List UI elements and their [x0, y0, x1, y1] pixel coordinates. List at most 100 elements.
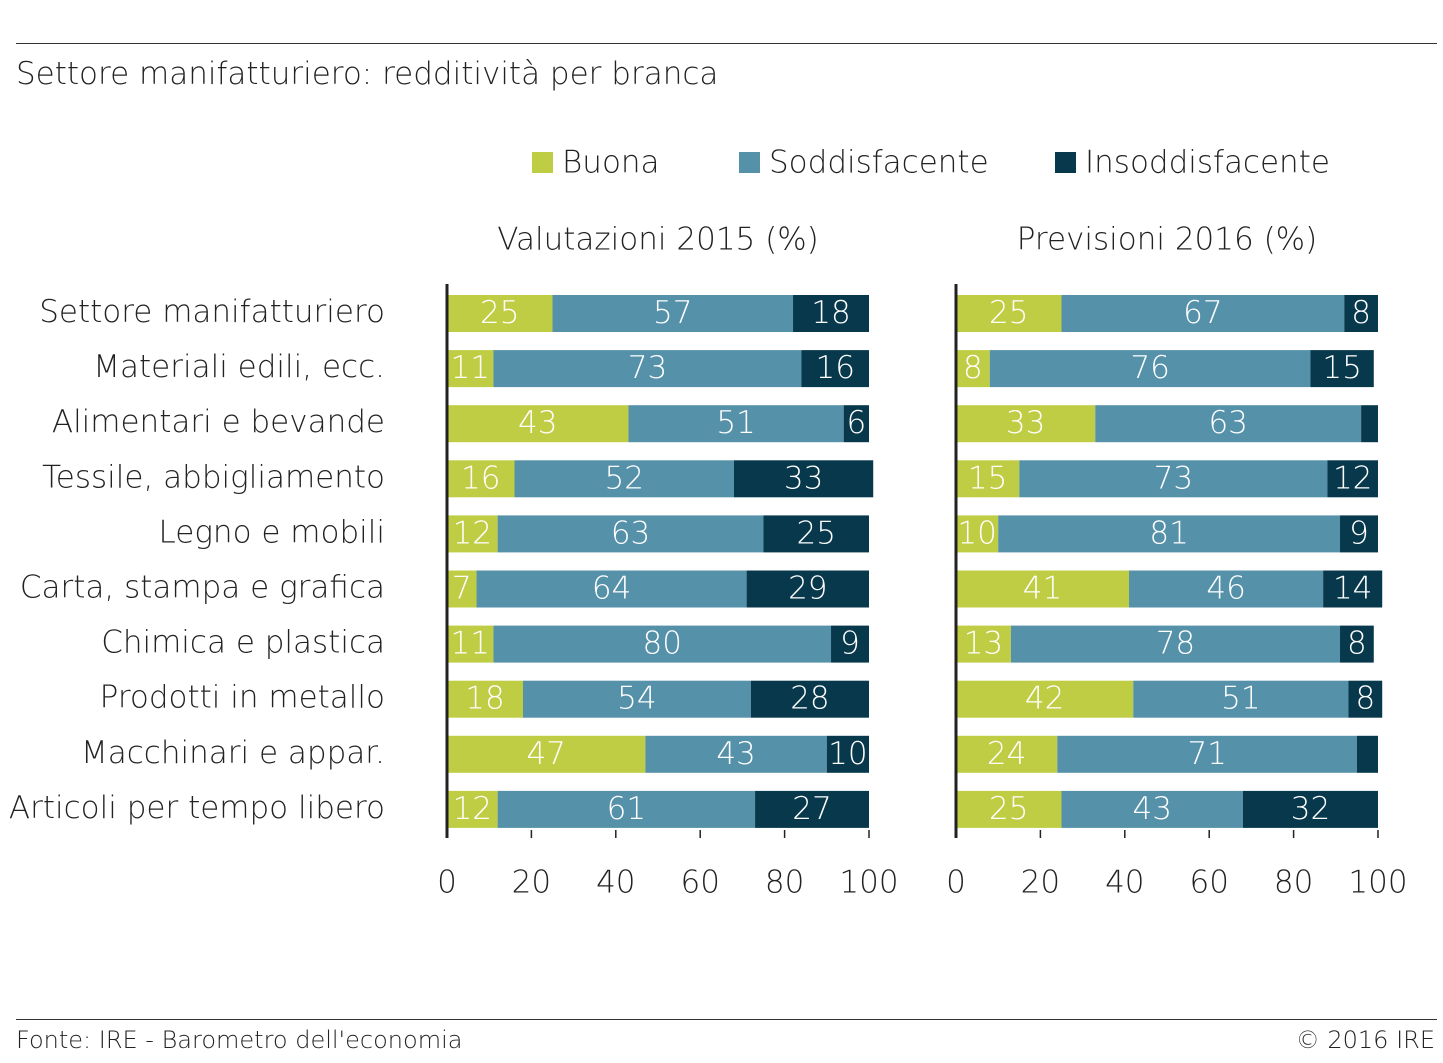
data-label-insoddisfacente: 14 [1333, 571, 1372, 607]
bar-insoddisfacente [733, 460, 874, 498]
bar-buona [447, 295, 553, 332]
data-label-insoddisfacente: 12 [1333, 460, 1372, 496]
bar-insoddisfacente [1344, 295, 1378, 332]
data-label-soddisfacente: 67 [1183, 295, 1222, 331]
bar-insoddisfacente [1340, 625, 1374, 663]
data-label-soddisfacente: 46 [1206, 571, 1245, 607]
legend-swatch-insoddisfacente [1055, 152, 1076, 173]
data-label-buona: 11 [450, 626, 489, 662]
panel-title: Valutazioni 2015 (%) [497, 222, 819, 258]
bar-soddisfacente [1010, 625, 1341, 663]
category-label: Macchinari e appar. [81, 735, 385, 771]
category-label: Legno e mobili [159, 514, 385, 550]
data-label-soddisfacente: 73 [1154, 460, 1193, 496]
top-rule [16, 43, 1437, 44]
bar-insoddisfacente [763, 515, 869, 553]
bar-buona [447, 790, 498, 828]
chart-title: Settore manifatturiero: redditività per … [16, 56, 719, 92]
bar-buona [956, 295, 1062, 332]
source-note: Fonte: IRE - Barometro dell'economia [16, 1026, 463, 1054]
data-label-soddisfacente: 61 [607, 791, 646, 827]
bar-buona [447, 350, 494, 388]
category-label: Materiali edili, ecc. [93, 349, 385, 385]
bar-soddisfacente [497, 790, 756, 828]
bar-buona [956, 460, 1020, 498]
tick-label: 100 [1348, 865, 1407, 901]
data-label-insoddisfacente: 15 [1322, 350, 1361, 386]
category-label: Articoli per tempo libero [9, 790, 385, 826]
legend-swatch-buona [532, 152, 553, 173]
data-label-insoddisfacente: 6 [846, 405, 866, 441]
data-label-insoddisfacente: 8 [1347, 626, 1367, 662]
bar-insoddisfacente [750, 680, 869, 718]
bar-soddisfacente [497, 515, 764, 553]
data-label-buona: 33 [1006, 405, 1045, 441]
panel-title: Previsioni 2016 (%) [1017, 222, 1317, 258]
bar-buona [447, 570, 477, 608]
legend-label-buona: Buona [562, 145, 660, 181]
data-label-soddisfacente: 78 [1156, 626, 1195, 662]
data-label-insoddisfacente: 8 [1355, 681, 1375, 717]
tick-label: 0 [437, 865, 457, 901]
data-label-buona: 18 [465, 681, 504, 717]
tick-label: 20 [1021, 865, 1060, 901]
category-label: Prodotti in metallo [100, 680, 385, 716]
data-label-soddisfacente: 64 [592, 571, 631, 607]
tick-label: 80 [765, 865, 804, 901]
data-label-insoddisfacente: 8 [1351, 295, 1371, 331]
category-label: Tessile, abbigliamento [42, 459, 385, 495]
category-label: Alimentari e bevande [52, 404, 385, 440]
data-label-buona: 47 [526, 736, 565, 772]
bar-buona [956, 515, 999, 553]
data-label-soddisfacente: 51 [716, 405, 755, 441]
bar-buona [956, 570, 1130, 608]
bar-buona [956, 405, 1096, 443]
bar-soddisfacente [1095, 405, 1362, 443]
data-label-insoddisfacente: 29 [788, 571, 827, 607]
data-label-soddisfacente: 73 [628, 350, 667, 386]
data-label-buona: 41 [1023, 571, 1062, 607]
bar-soddisfacente [1061, 790, 1243, 828]
bar-insoddisfacente [831, 625, 869, 663]
data-label-insoddisfacente: 9 [840, 626, 860, 662]
data-label-insoddisfacente: 28 [790, 681, 829, 717]
tick-label: 60 [680, 865, 719, 901]
data-label-buona: 42 [1025, 681, 1064, 717]
bar-insoddisfacente [755, 790, 869, 828]
bar-insoddisfacente [1327, 460, 1378, 498]
data-label-buona: 12 [453, 515, 492, 551]
data-label-soddisfacente: 57 [653, 295, 692, 331]
bar-insoddisfacente [1323, 570, 1383, 608]
bar-insoddisfacente [1356, 735, 1378, 773]
tick-label: 40 [596, 865, 635, 901]
data-label-buona: 25 [989, 295, 1028, 331]
data-label-soddisfacente: 63 [611, 515, 650, 551]
bar-insoddisfacente [1242, 790, 1378, 828]
data-label-buona: 13 [964, 626, 1003, 662]
bar-soddisfacente [1061, 295, 1345, 332]
data-label-soddisfacente: 54 [617, 681, 656, 717]
bar-buona [447, 680, 523, 718]
bar-soddisfacente [1129, 570, 1324, 608]
bar-soddisfacente [989, 350, 1311, 388]
copyright-note: © 2016 IRE [1295, 1026, 1435, 1054]
data-label-insoddisfacente: 33 [784, 460, 823, 496]
data-label-buona: 43 [518, 405, 557, 441]
category-label: Chimica e plastica [101, 625, 385, 661]
bar-buona [447, 735, 646, 773]
bar-insoddisfacente [826, 735, 869, 773]
bar-soddisfacente [1057, 735, 1357, 773]
bar-insoddisfacente [801, 350, 869, 388]
bar-buona [956, 680, 1134, 718]
bar-soddisfacente [522, 680, 751, 718]
bar-buona [956, 625, 1011, 663]
bar-soddisfacente [1133, 680, 1349, 718]
bar-buona [956, 735, 1058, 773]
bar-insoddisfacente [1340, 515, 1378, 553]
category-label: Settore manifatturiero [39, 294, 385, 330]
bar-soddisfacente [493, 350, 802, 388]
data-label-soddisfacente: 43 [716, 736, 755, 772]
bar-soddisfacente [493, 625, 832, 663]
data-label-insoddisfacente: 27 [792, 791, 831, 827]
